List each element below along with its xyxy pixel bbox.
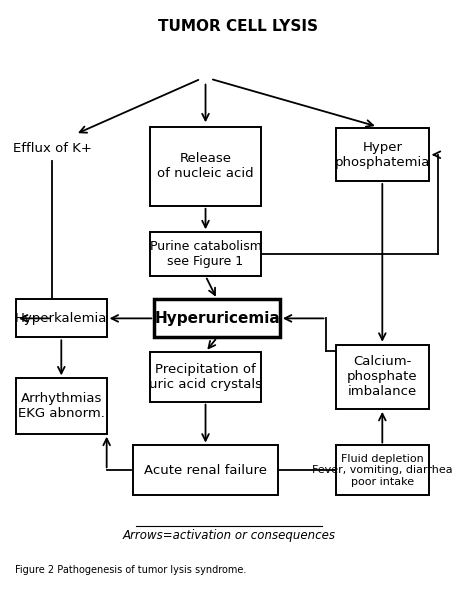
Text: Acute renal failure: Acute renal failure — [144, 464, 267, 477]
FancyBboxPatch shape — [16, 299, 107, 337]
Text: Figure 2 Pathogenesis of tumor lysis syndrome.: Figure 2 Pathogenesis of tumor lysis syn… — [15, 565, 246, 575]
Text: Fluid depletion
Fever, vomiting, diarrhea
poor intake: Fluid depletion Fever, vomiting, diarrhe… — [312, 454, 453, 487]
Text: Efflux of K+: Efflux of K+ — [13, 142, 91, 155]
Text: Release
of nucleic acid: Release of nucleic acid — [157, 152, 254, 181]
FancyBboxPatch shape — [16, 378, 107, 434]
FancyBboxPatch shape — [133, 445, 278, 495]
FancyBboxPatch shape — [150, 232, 261, 276]
Text: Hyperkalemia: Hyperkalemia — [15, 312, 108, 325]
FancyBboxPatch shape — [336, 445, 429, 495]
Text: Calcium-
phosphate
imbalance: Calcium- phosphate imbalance — [347, 355, 418, 398]
Text: Hyperuricemia: Hyperuricemia — [154, 311, 280, 326]
Text: Purine catabolism
see Figure 1: Purine catabolism see Figure 1 — [150, 240, 262, 268]
Text: TUMOR CELL LYSIS: TUMOR CELL LYSIS — [158, 19, 318, 34]
Text: Arrhythmias
EKG abnorm.: Arrhythmias EKG abnorm. — [18, 392, 105, 420]
Text: Precipitation of
uric acid crystals: Precipitation of uric acid crystals — [149, 363, 262, 391]
FancyBboxPatch shape — [150, 352, 261, 402]
FancyBboxPatch shape — [336, 345, 429, 409]
Text: Arrows=activation or consequences: Arrows=activation or consequences — [122, 529, 335, 542]
FancyBboxPatch shape — [336, 129, 429, 181]
FancyBboxPatch shape — [155, 299, 280, 337]
FancyBboxPatch shape — [150, 127, 261, 206]
Text: Hyper
phosphatemia: Hyper phosphatemia — [335, 141, 430, 169]
